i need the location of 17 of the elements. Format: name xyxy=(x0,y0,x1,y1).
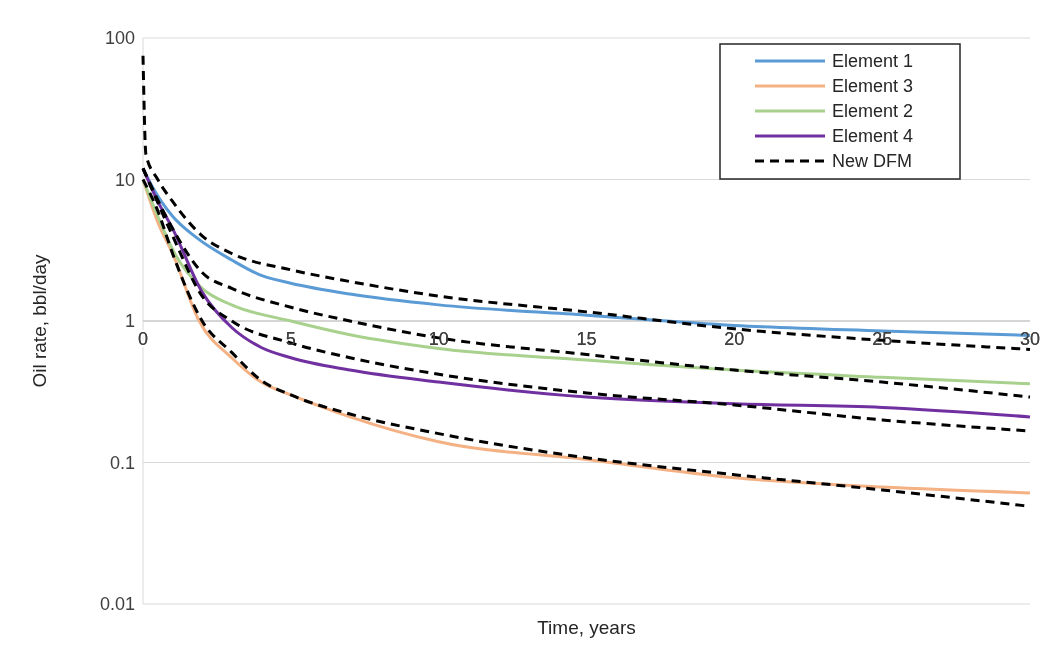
x-tick-label: 0 xyxy=(137,329,149,349)
x-tick-label: 15 xyxy=(576,329,597,349)
x-tick-label: 20 xyxy=(724,329,745,349)
y-axis-title: Oil rate, bbl/day xyxy=(29,253,50,388)
legend-label: Element 3 xyxy=(832,76,914,97)
x-axis-title: Time, years xyxy=(537,617,636,638)
x-tick-label: 25 xyxy=(872,329,893,349)
y-tick-label: 10 xyxy=(114,169,135,190)
y-tick-label: 100 xyxy=(104,28,135,49)
legend-label: Element 1 xyxy=(832,51,914,72)
legend-label: New DFM xyxy=(832,151,912,172)
y-tick-label: 1 xyxy=(124,311,135,332)
x-tick-label: 30 xyxy=(1019,329,1041,349)
y-tick-label: 0.1 xyxy=(109,452,135,473)
y-tick-label: 0.01 xyxy=(99,594,135,615)
legend-label: Element 4 xyxy=(832,126,914,147)
legend-label: Element 2 xyxy=(832,101,914,122)
